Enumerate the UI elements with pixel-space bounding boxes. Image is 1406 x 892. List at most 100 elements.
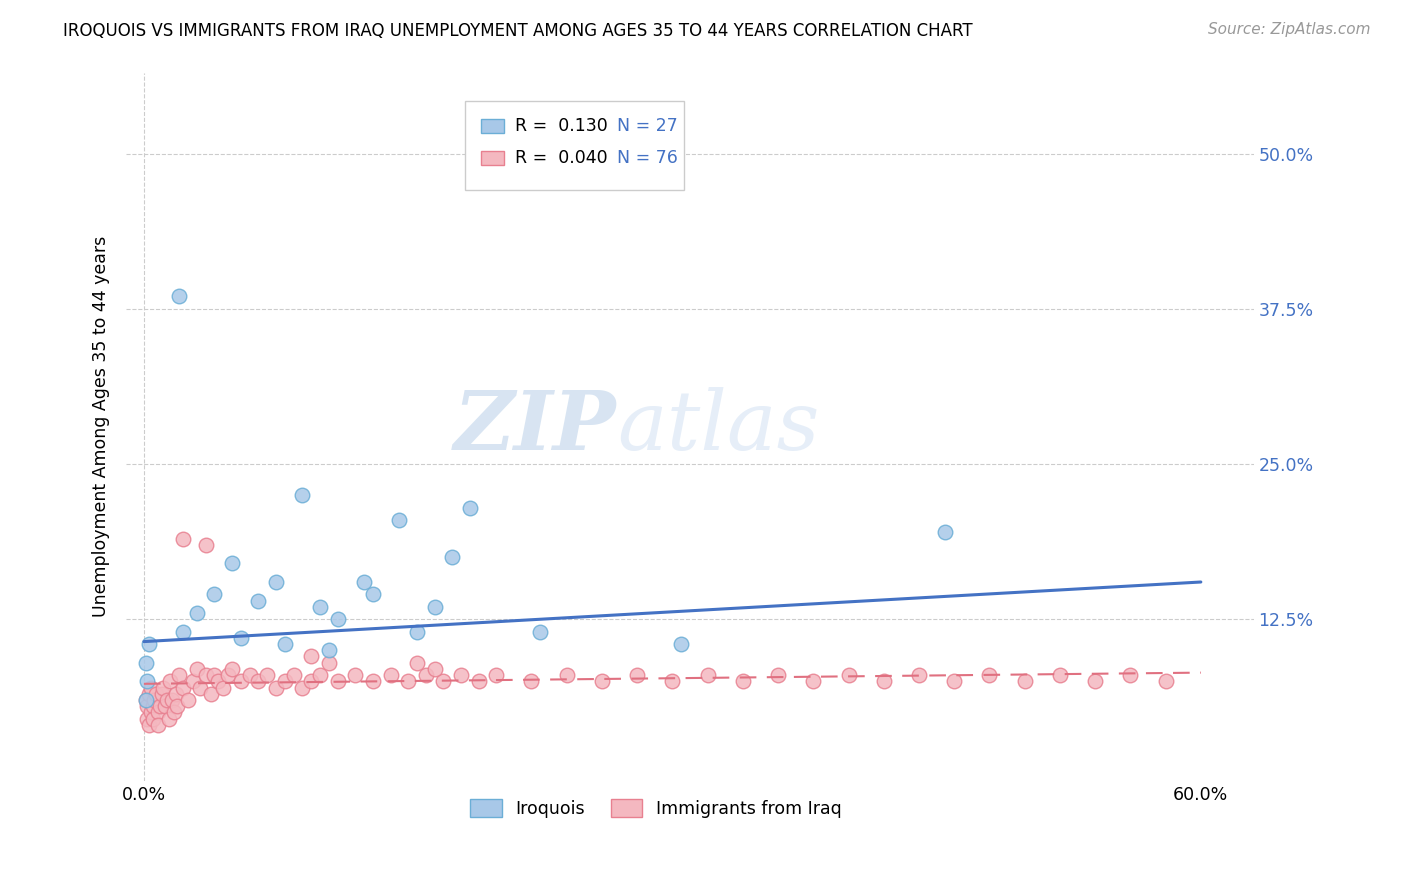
Point	[485, 668, 508, 682]
Point	[247, 593, 270, 607]
Point	[202, 668, 225, 682]
Point	[450, 668, 472, 682]
Point	[229, 631, 252, 645]
Point	[135, 693, 157, 707]
Point	[299, 674, 322, 689]
Point	[188, 681, 211, 695]
Point	[202, 587, 225, 601]
Y-axis label: Unemployment Among Ages 35 to 44 years: Unemployment Among Ages 35 to 44 years	[93, 236, 110, 617]
Point	[979, 668, 1001, 682]
Point	[142, 699, 165, 714]
Point	[194, 668, 217, 682]
Point	[256, 668, 278, 682]
Point	[283, 668, 305, 682]
Point	[167, 668, 190, 682]
Point	[166, 699, 188, 714]
Point	[200, 687, 222, 701]
Point	[207, 674, 229, 689]
Point	[361, 674, 384, 689]
Text: ZIP: ZIP	[454, 387, 617, 467]
Point	[299, 649, 322, 664]
Point	[934, 525, 956, 540]
Point	[142, 712, 165, 726]
Point	[177, 693, 200, 707]
Point	[353, 574, 375, 589]
Point	[157, 712, 180, 726]
Point	[139, 681, 162, 695]
FancyBboxPatch shape	[464, 102, 685, 190]
Point	[396, 674, 419, 689]
Point	[138, 687, 160, 701]
Point	[432, 674, 454, 689]
Point	[520, 674, 543, 689]
Point	[221, 557, 243, 571]
Point	[160, 693, 183, 707]
FancyBboxPatch shape	[481, 119, 503, 133]
Point	[1049, 668, 1071, 682]
Text: R =  0.130: R = 0.130	[515, 117, 607, 135]
Point	[731, 674, 754, 689]
Point	[172, 681, 194, 695]
Point	[908, 668, 931, 682]
Point	[212, 681, 235, 695]
Point	[326, 674, 349, 689]
Point	[143, 693, 166, 707]
Text: Source: ZipAtlas.com: Source: ZipAtlas.com	[1208, 22, 1371, 37]
Point	[186, 606, 208, 620]
Point	[943, 674, 966, 689]
Point	[264, 574, 287, 589]
Point	[181, 674, 204, 689]
Point	[135, 693, 157, 707]
Legend: Iroquois, Immigrants from Iraq: Iroquois, Immigrants from Iraq	[464, 792, 849, 825]
Point	[247, 674, 270, 689]
Point	[669, 637, 692, 651]
Point	[344, 668, 367, 682]
Point	[1119, 668, 1142, 682]
Point	[136, 674, 159, 689]
Point	[415, 668, 437, 682]
Point	[163, 706, 186, 720]
Point	[221, 662, 243, 676]
Point	[441, 550, 464, 565]
Point	[229, 674, 252, 689]
Point	[159, 674, 181, 689]
Point	[291, 681, 314, 695]
Point	[138, 637, 160, 651]
Point	[591, 674, 613, 689]
Point	[135, 656, 157, 670]
Point	[380, 668, 402, 682]
Point	[309, 599, 332, 614]
Point	[318, 656, 340, 670]
Point	[186, 662, 208, 676]
Point	[529, 624, 551, 639]
Text: N = 76: N = 76	[617, 149, 678, 167]
Point	[696, 668, 718, 682]
Point	[150, 687, 173, 701]
Point	[406, 656, 429, 670]
Point	[873, 674, 896, 689]
Point	[1084, 674, 1107, 689]
FancyBboxPatch shape	[481, 151, 503, 165]
Point	[264, 681, 287, 695]
Point	[217, 668, 239, 682]
Point	[326, 612, 349, 626]
Point	[423, 662, 446, 676]
Point	[388, 513, 411, 527]
Point	[801, 674, 824, 689]
Point	[152, 681, 174, 695]
Point	[172, 532, 194, 546]
Point	[661, 674, 683, 689]
Point	[156, 693, 179, 707]
Point	[146, 718, 169, 732]
Point	[274, 674, 297, 689]
Point	[153, 699, 176, 714]
Point	[318, 643, 340, 657]
Point	[361, 587, 384, 601]
Point	[239, 668, 262, 682]
Point	[423, 599, 446, 614]
Point	[167, 289, 190, 303]
Point	[149, 699, 172, 714]
Point	[172, 624, 194, 639]
Point	[274, 637, 297, 651]
Point	[165, 687, 187, 701]
